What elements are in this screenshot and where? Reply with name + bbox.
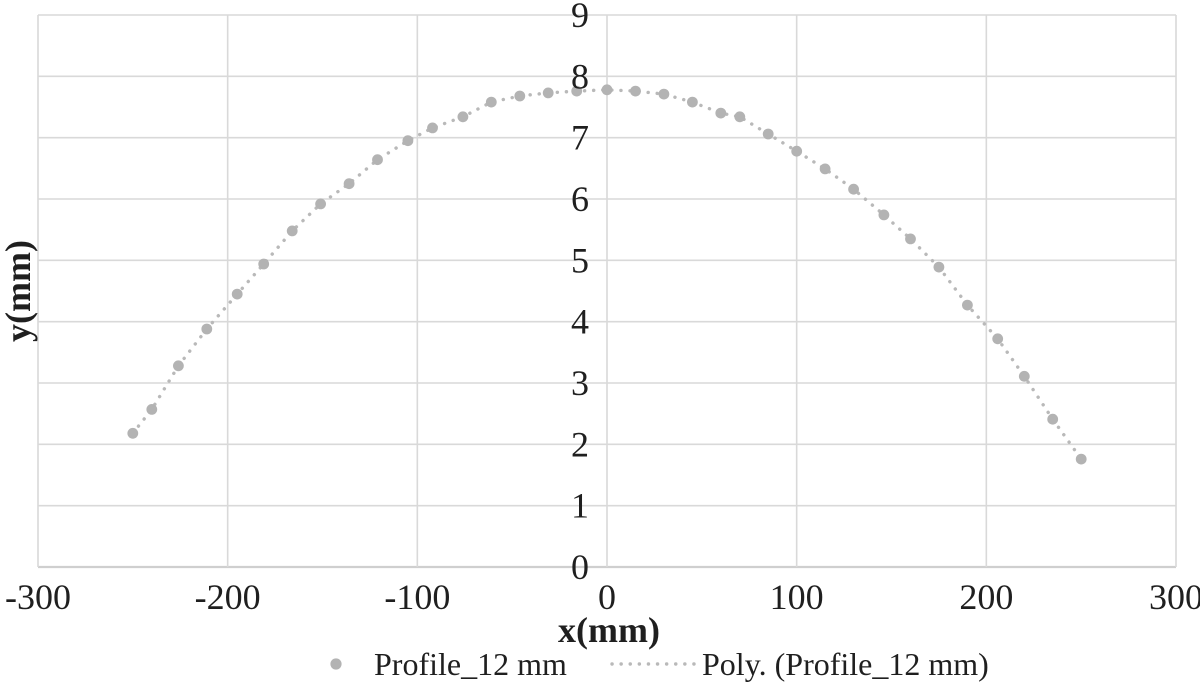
tick-layer: 0 1 2 3 4 5 6 7 8 9 -300 -200 -100 0 100 200 300 (5, 0, 1200, 617)
x-tick-label: -300 (5, 577, 71, 617)
data-point-marker (819, 163, 831, 175)
data-point-marker (687, 96, 698, 108)
data-point-marker (286, 225, 298, 237)
data-point-marker (315, 198, 326, 210)
data-point-marker (933, 261, 945, 273)
legend: Profile_12 mm Poly. (Profile_12 mm) (330, 646, 989, 682)
data-point-marker (601, 84, 613, 96)
x-tick-label: 0 (598, 577, 616, 617)
x-tick-label: 200 (959, 577, 1013, 617)
data-point-marker (715, 107, 727, 119)
legend-scatter-marker-icon (330, 658, 342, 670)
data-point-marker (127, 427, 139, 439)
y-tick-label: 5 (571, 240, 589, 280)
data-point-marker (658, 88, 670, 100)
data-point-marker (1018, 370, 1030, 382)
data-point-marker (734, 111, 746, 123)
x-tick-label: 300 (1149, 577, 1200, 617)
data-point-marker (514, 90, 526, 102)
legend-label-profile: Profile_12 mm (374, 646, 567, 682)
y-axis-title: y(mm) (0, 240, 38, 342)
data-point-marker (1075, 453, 1087, 465)
data-point-marker (343, 178, 355, 190)
data-point-marker (542, 87, 554, 99)
data-point-marker (402, 135, 414, 147)
data-point-marker (791, 145, 803, 157)
x-axis-title: x(mm) (558, 610, 660, 650)
legend-label-poly: Poly. (Profile_12 mm) (702, 646, 989, 682)
data-point-marker (905, 233, 916, 245)
data-point-marker (372, 154, 383, 166)
data-point-marker (201, 323, 213, 335)
y-tick-label: 3 (571, 363, 589, 403)
x-tick-label: -200 (195, 577, 261, 617)
data-point-marker (231, 288, 243, 300)
data-point-marker (630, 85, 641, 97)
data-point-marker (146, 404, 158, 415)
y-tick-label: 4 (571, 302, 589, 342)
data-point-marker (848, 183, 859, 195)
data-point-marker (571, 85, 583, 97)
data-point-marker (173, 360, 184, 372)
y-tick-label: 9 (571, 0, 589, 35)
y-tick-label: 1 (571, 486, 589, 526)
data-point-marker (427, 122, 438, 134)
data-point-marker (878, 209, 890, 221)
y-tick-label: 8 (571, 56, 589, 96)
data-point-marker (258, 258, 270, 270)
data-point-marker (962, 299, 973, 311)
data-point-marker (485, 96, 497, 108)
y-tick-label: 0 (571, 547, 589, 587)
data-point-marker (1047, 413, 1059, 425)
x-tick-label: -100 (384, 577, 450, 617)
data-point-marker (457, 111, 469, 123)
y-tick-label: 6 (571, 179, 589, 219)
x-tick-label: 100 (770, 577, 824, 617)
series-layer (127, 84, 1087, 465)
grid-layer (37, 14, 1177, 569)
data-point-marker (762, 128, 774, 140)
y-tick-label: 7 (571, 118, 589, 158)
poly-trendline (131, 88, 1083, 461)
y-tick-label: 2 (571, 424, 589, 464)
data-point-marker (992, 333, 1004, 345)
